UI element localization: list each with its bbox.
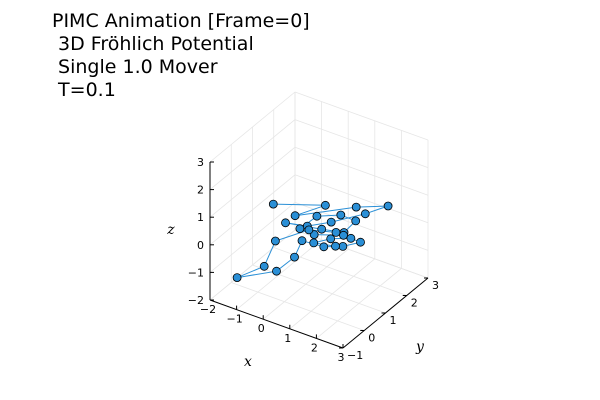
chart-title-line-3: Single 1.0 Mover	[52, 56, 218, 78]
gridline-back-z	[209, 146, 296, 218]
x-tick-label: 3	[338, 351, 345, 364]
path-point	[268, 199, 278, 209]
path-point	[304, 225, 314, 235]
path-point	[295, 224, 305, 234]
path-point	[356, 237, 365, 247]
gridline-side-z	[294, 202, 429, 251]
series-layer	[232, 199, 393, 283]
path-point	[383, 201, 393, 211]
gridline-side-z	[294, 119, 429, 168]
z-tick-label: −2	[188, 294, 204, 307]
chart-title-line-1: PIMC Animation [Frame=0]	[52, 10, 310, 32]
gridline-floor-y	[231, 282, 365, 331]
x-axis-line	[209, 299, 344, 349]
path-point	[290, 211, 300, 221]
gridline-back-z	[209, 91, 296, 163]
path-point	[351, 216, 361, 226]
z-tick-label: 1	[197, 211, 204, 224]
path-point	[351, 202, 361, 212]
path-point	[331, 227, 341, 237]
path-point	[319, 242, 329, 252]
path-point	[290, 252, 299, 262]
gridline-floor-y	[294, 229, 429, 279]
gridline-back-z	[209, 119, 296, 190]
path-point	[272, 266, 281, 276]
path-point	[326, 234, 336, 244]
y-axis-label: y	[415, 339, 425, 355]
y-tick-label: 2	[411, 297, 418, 310]
x-tick-label: −1	[226, 313, 242, 326]
path-point	[232, 273, 242, 283]
z-tick-label: 0	[197, 239, 204, 252]
z-tick-label: 3	[197, 156, 204, 169]
path-point	[338, 241, 348, 251]
gridline-side-z	[294, 91, 429, 141]
path-point	[331, 241, 340, 251]
y-tick-label: 1	[390, 314, 397, 327]
path-point	[346, 233, 356, 243]
y-tick-label: −1	[347, 349, 363, 362]
path-point	[336, 210, 346, 220]
gridline-back-z	[209, 202, 296, 273]
x-tick-label: 1	[284, 332, 291, 345]
gridline-back-z	[209, 174, 296, 246]
path-point	[317, 224, 327, 234]
path-point	[320, 200, 330, 210]
path-point	[309, 238, 319, 248]
chart-title-line-4: T=0.1	[52, 79, 116, 101]
y-tick-label: 3	[432, 279, 439, 292]
y-tick-label: 0	[368, 332, 375, 345]
x-tick-label: 0	[258, 322, 265, 335]
gridline-side-z	[294, 174, 429, 224]
chart-title-line-2: 3D Fröhlich Potential	[52, 33, 254, 55]
path-point	[297, 236, 307, 246]
z-axis-label: z	[166, 222, 175, 238]
z-tick-label: −1	[188, 266, 204, 279]
x-axis-label: x	[244, 354, 252, 370]
path-point	[326, 217, 336, 227]
x-tick-label: 2	[311, 341, 318, 354]
path-point	[360, 209, 370, 219]
path-point	[270, 236, 280, 246]
gridline-side-z	[294, 146, 429, 196]
z-tick-label: 2	[197, 184, 204, 197]
path-point	[259, 261, 269, 271]
x-tick-label: −2	[200, 303, 216, 316]
path-point	[312, 211, 322, 221]
path-point	[339, 230, 348, 240]
path-point	[281, 218, 290, 228]
